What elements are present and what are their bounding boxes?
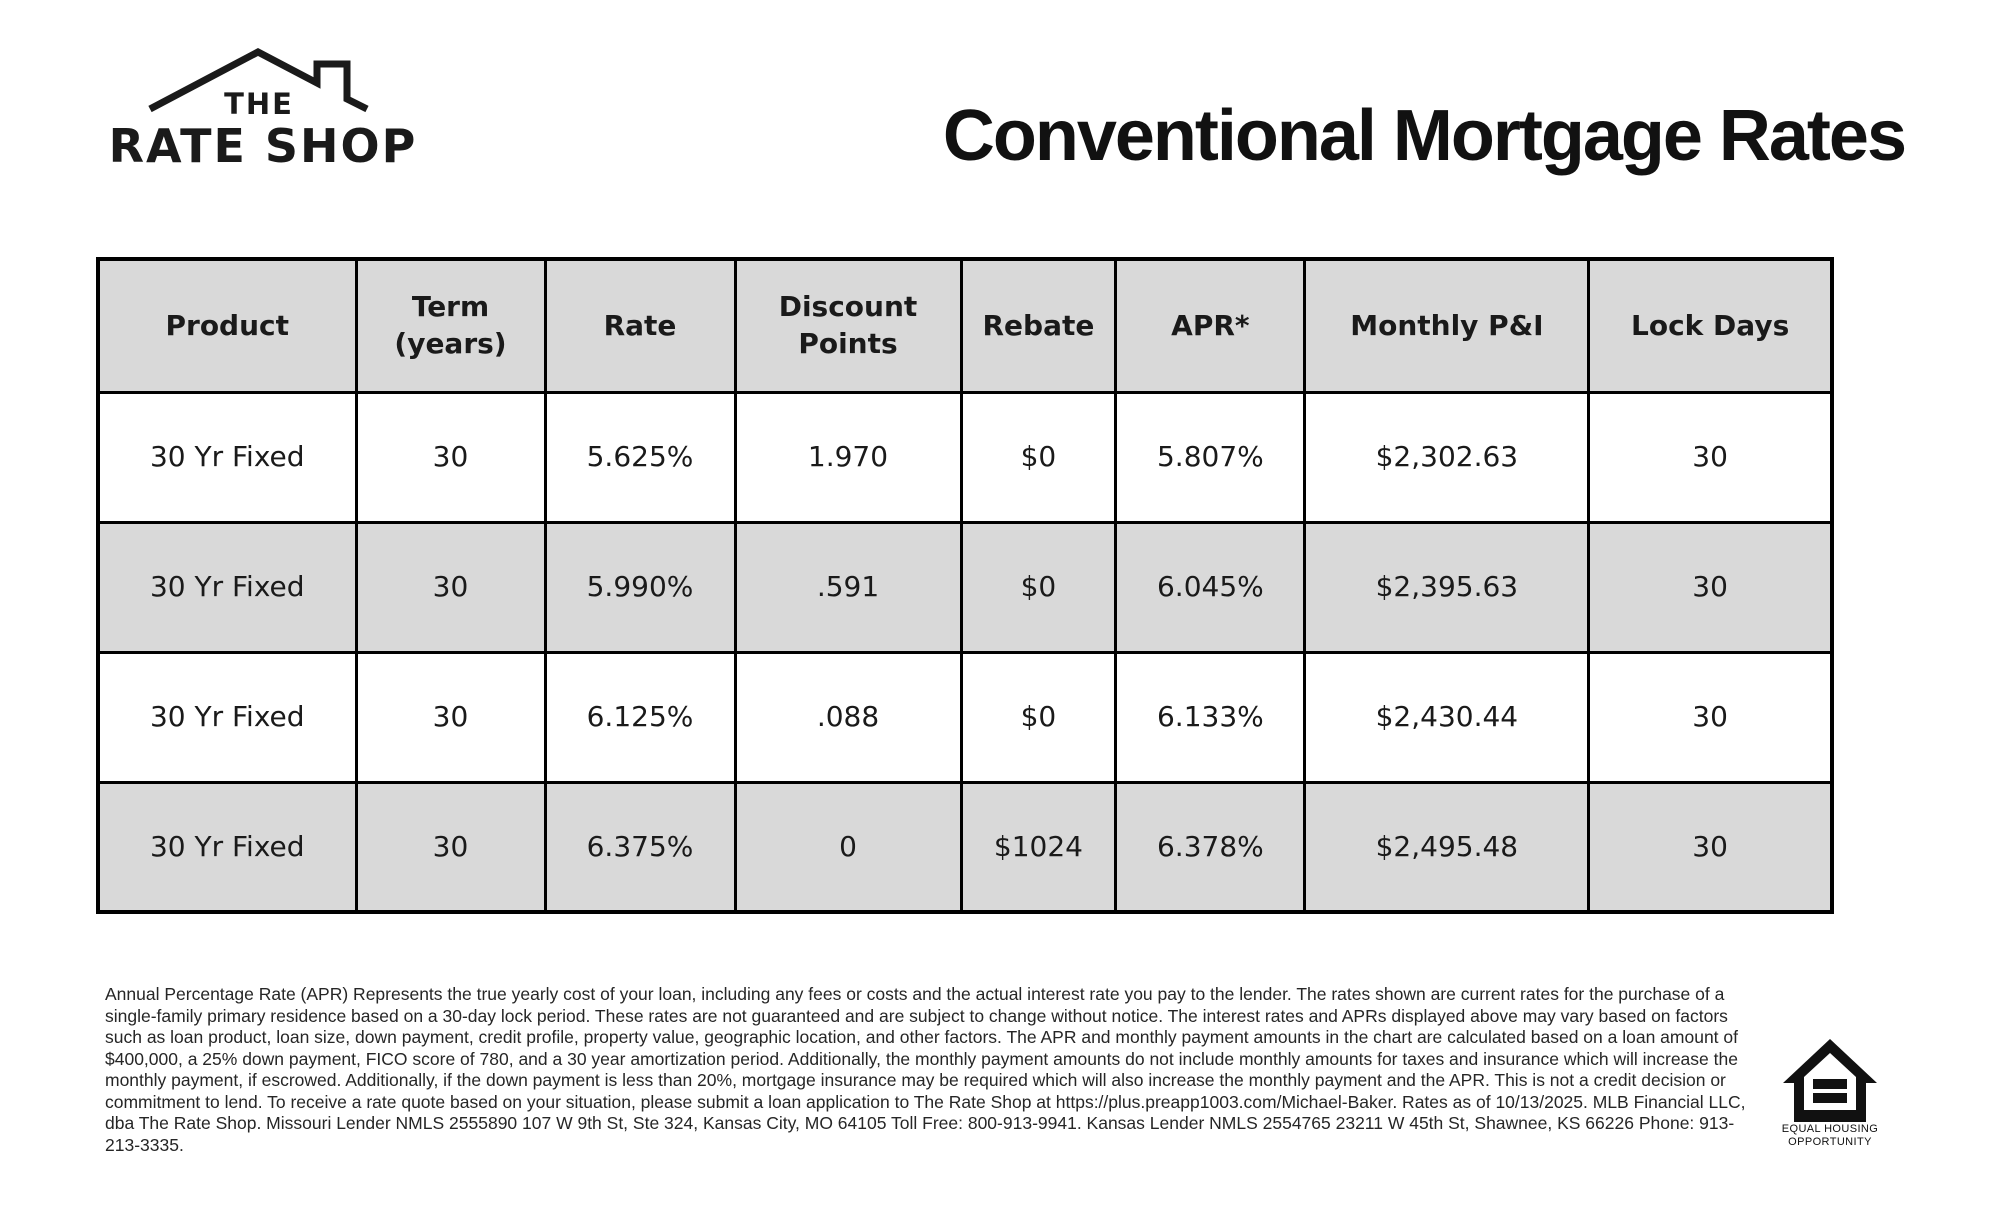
cell-monthly-pi: $2,395.63 [1303,520,1591,654]
rates-table: Product Term (years) Rate Discount Point… [96,257,1834,914]
cell-rate: 6.125% [543,650,737,784]
cell-discount-points: .088 [733,650,963,784]
cell-product: 30 Yr Fixed [96,780,358,914]
brand-word-rate-shop: RATE SHOP [108,119,418,173]
header-discount-points: Discount Points [733,257,963,394]
cell-term: 30 [354,390,547,524]
header-lock-days: Lock Days [1587,257,1834,394]
cell-lock-days: 30 [1587,520,1834,654]
cell-rate: 6.375% [543,780,737,914]
brand-logo: THE RATE SHOP [95,35,430,180]
cell-monthly-pi: $2,430.44 [1303,650,1591,784]
header-monthly-pi: Monthly P&I [1303,257,1591,394]
cell-term: 30 [354,780,547,914]
cell-monthly-pi: $2,495.48 [1303,780,1591,914]
cell-apr: 6.378% [1114,780,1307,914]
cell-monthly-pi: $2,302.63 [1303,390,1591,524]
cell-lock-days: 30 [1587,780,1834,914]
equal-housing-logo: EQUAL HOUSING OPPORTUNITY [1772,1038,1888,1148]
disclaimer-text: Annual Percentage Rate (APR) Represents … [105,984,1746,1155]
header-term-years: Term (years) [354,257,547,394]
table-row: 30 Yr Fixed 30 6.125% .088 $0 6.133% $2,… [96,650,1834,784]
cell-apr: 6.133% [1114,650,1307,784]
cell-rebate: $0 [959,520,1118,654]
cell-discount-points: 1.970 [733,390,963,524]
cell-product: 30 Yr Fixed [96,650,358,784]
cell-apr: 5.807% [1114,390,1307,524]
cell-lock-days: 30 [1587,390,1834,524]
cell-apr: 6.045% [1114,520,1307,654]
header-product: Product [96,257,358,394]
equal-housing-label-line2: OPPORTUNITY [1788,1136,1872,1148]
cell-term: 30 [354,520,547,654]
brand-word-the: THE [224,87,294,121]
equal-housing-house-icon [1783,1039,1877,1122]
header-rate: Rate [543,257,737,394]
table-row: 30 Yr Fixed 30 6.375% 0 $1024 6.378% $2,… [96,780,1834,914]
header-rebate: Rebate [959,257,1118,394]
cell-rebate: $1024 [959,780,1118,914]
cell-rebate: $0 [959,650,1118,784]
cell-term: 30 [354,650,547,784]
cell-discount-points: 0 [733,780,963,914]
cell-lock-days: 30 [1587,650,1834,784]
page-title: Conventional Mortgage Rates [942,96,1907,176]
equal-housing-label-line1: EQUAL HOUSING [1781,1123,1879,1135]
table-header-row: Product Term (years) Rate Discount Point… [96,257,1834,394]
cell-discount-points: .591 [733,520,963,654]
table-row: 30 Yr Fixed 30 5.990% .591 $0 6.045% $2,… [96,520,1834,654]
header-apr: APR* [1114,257,1307,394]
house-roof-icon [148,48,369,113]
cell-rebate: $0 [959,390,1118,524]
cell-rate: 5.990% [543,520,737,654]
cell-product: 30 Yr Fixed [96,520,358,654]
table-row: 30 Yr Fixed 30 5.625% 1.970 $0 5.807% $2… [96,390,1834,524]
cell-product: 30 Yr Fixed [96,390,358,524]
cell-rate: 5.625% [543,390,737,524]
